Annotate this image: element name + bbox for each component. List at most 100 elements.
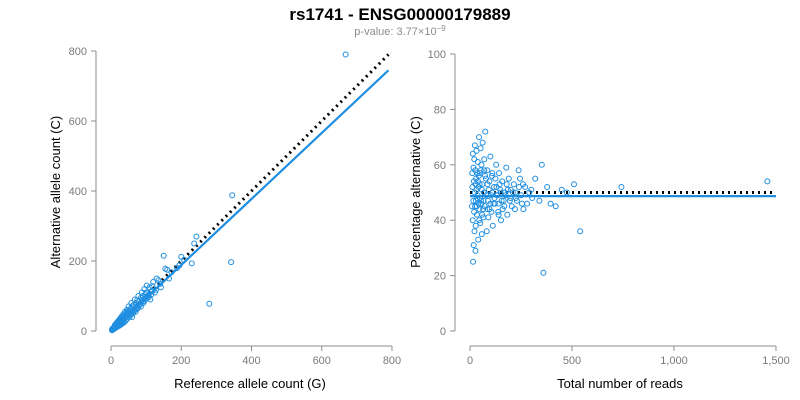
data-point xyxy=(472,181,479,188)
data-point xyxy=(481,167,488,174)
data-point xyxy=(503,181,510,188)
data-point xyxy=(495,200,502,207)
data-point xyxy=(538,161,545,168)
data-point xyxy=(482,172,489,179)
data-point xyxy=(471,156,478,163)
y-tick-label: 60 xyxy=(434,160,446,172)
data-point xyxy=(491,184,498,190)
data-point xyxy=(547,200,554,207)
data-point xyxy=(520,206,527,213)
y-axis-label: Alternative allele count (C) xyxy=(48,116,63,268)
data-point xyxy=(470,242,477,249)
data-point xyxy=(193,233,200,240)
data-point xyxy=(495,211,502,218)
data-point xyxy=(498,217,504,224)
axes-group: 0 500 1,000 1,500 0 20 40 60 80 100 xyxy=(428,49,790,367)
data-point xyxy=(516,184,522,190)
p-value-label: p-value: 3.77×10−9 xyxy=(354,24,446,38)
x-tick-label: 800 xyxy=(383,355,401,367)
data-point xyxy=(485,214,492,221)
x-tick-label: 200 xyxy=(172,355,190,367)
data-point xyxy=(484,167,491,174)
data-point xyxy=(504,211,511,218)
data-point xyxy=(472,197,479,204)
data-point xyxy=(473,186,480,193)
data-point xyxy=(519,200,525,207)
y-tick-label: 600 xyxy=(69,116,87,128)
data-point xyxy=(135,293,142,299)
data-point xyxy=(510,181,517,188)
data-point xyxy=(511,206,518,213)
data-point xyxy=(536,197,543,204)
data-point xyxy=(164,266,171,273)
data-point xyxy=(153,275,160,282)
data-point xyxy=(489,170,496,177)
x-tick-label: 1,000 xyxy=(660,355,688,367)
data-point xyxy=(764,178,771,185)
data-point xyxy=(513,197,520,204)
data-point xyxy=(469,217,476,224)
data-point xyxy=(496,170,502,177)
data-point xyxy=(125,303,132,310)
data-point xyxy=(515,167,522,174)
data-point xyxy=(150,279,157,285)
y-tick-label: 800 xyxy=(69,46,87,58)
data-point xyxy=(487,200,494,207)
data-point xyxy=(483,228,490,235)
data-point xyxy=(471,142,478,149)
y-tick-label: 0 xyxy=(81,326,87,338)
y-axis-label: Percentage alternative (C) xyxy=(408,116,423,268)
data-point xyxy=(188,260,195,267)
data-point xyxy=(476,134,482,141)
data-point xyxy=(540,269,547,276)
y-tick-label: 0 xyxy=(440,326,446,338)
data-point xyxy=(500,197,507,204)
p-value-exponent: −9 xyxy=(437,24,447,33)
data-point xyxy=(508,203,515,210)
data-point xyxy=(498,197,505,204)
data-point xyxy=(470,197,477,204)
data-point xyxy=(478,161,485,168)
points-group xyxy=(469,128,771,276)
y-tick-label: 20 xyxy=(434,271,446,283)
x-axis-label: Reference allele count (G) xyxy=(174,376,326,391)
y-tick-label: 400 xyxy=(69,186,87,198)
data-point xyxy=(477,167,484,174)
data-point xyxy=(471,228,478,235)
data-point xyxy=(520,181,526,188)
data-point xyxy=(482,128,489,135)
data-point xyxy=(476,217,483,224)
data-point xyxy=(504,186,511,193)
data-point xyxy=(155,277,162,284)
data-point xyxy=(479,139,486,146)
data-point xyxy=(475,236,482,243)
points-group xyxy=(109,51,349,334)
axes-group: 0 200 400 600 800 0 200 400 600 800 xyxy=(69,46,402,367)
data-point xyxy=(507,186,514,193)
data-point xyxy=(484,206,491,213)
data-point xyxy=(191,240,198,247)
data-point xyxy=(470,258,477,265)
data-point xyxy=(472,247,479,254)
allele-count-scatter-panel: 0 200 400 600 800 0 200 400 600 800 Reference all… xyxy=(48,46,401,391)
data-point xyxy=(544,184,551,190)
data-point xyxy=(469,170,476,177)
data-point xyxy=(503,164,510,171)
data-point xyxy=(178,253,185,260)
data-point xyxy=(342,51,349,58)
data-point xyxy=(528,186,535,193)
data-point xyxy=(228,259,235,266)
data-point xyxy=(571,181,577,188)
y-tick-label: 100 xyxy=(428,49,446,61)
data-point xyxy=(470,164,477,171)
data-point xyxy=(490,200,497,207)
data-point xyxy=(476,170,483,177)
data-point xyxy=(577,228,584,235)
data-point xyxy=(477,145,484,152)
data-point xyxy=(481,156,488,163)
data-point xyxy=(492,175,499,182)
x-tick-label: 1,500 xyxy=(762,355,790,367)
y-tick-label: 80 xyxy=(434,104,446,116)
data-point xyxy=(478,231,485,238)
